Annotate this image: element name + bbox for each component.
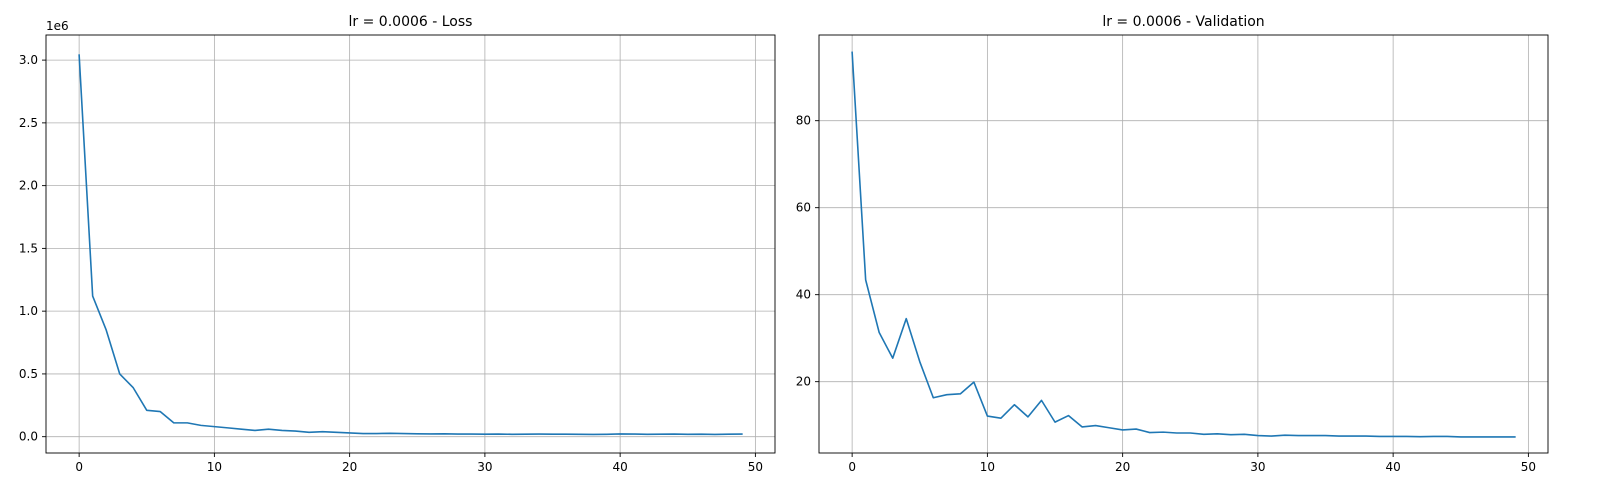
- validation-chart: lr = 0.0006 - Validation 0 10 20 30 40 50 20 40…: [796, 14, 1549, 474]
- loss-y-tick-label: 1.0: [19, 304, 38, 318]
- validation-y-tick-label: 60: [796, 201, 811, 215]
- loss-y-tick-label: 1.5: [19, 241, 38, 255]
- loss-chart-offset-text: 1e6: [46, 19, 69, 33]
- validation-x-tick-label: 40: [1385, 460, 1400, 474]
- loss-x-tick-label: 20: [342, 460, 357, 474]
- loss-y-tick-label: 3.0: [19, 53, 38, 67]
- loss-y-tick-label: 2.0: [19, 179, 38, 193]
- loss-x-tick-label: 40: [612, 460, 627, 474]
- validation-x-tick-label: 10: [980, 460, 995, 474]
- loss-y-tick-label: 2.5: [19, 116, 38, 130]
- validation-y-tick-label: 20: [796, 375, 811, 389]
- loss-x-tick-label: 10: [207, 460, 222, 474]
- validation-y-tick-label: 80: [796, 114, 811, 128]
- validation-x-tick-label: 30: [1250, 460, 1265, 474]
- loss-grid: [46, 35, 775, 453]
- validation-x-tick-label: 0: [848, 460, 856, 474]
- loss-x-tick-label: 0: [75, 460, 83, 474]
- validation-series-line: [851, 51, 1516, 438]
- loss-series-line: [78, 54, 743, 436]
- loss-chart: lr = 0.0006 - Loss 1e6 0 10 20 30 40 50 0.0 0.5…: [19, 14, 776, 474]
- validation-grid: [819, 35, 1548, 453]
- validation-x-tick-label: 50: [1521, 460, 1536, 474]
- loss-chart-title: lr = 0.0006 - Loss: [349, 14, 473, 30]
- loss-y-tick-label: 0.0: [19, 430, 38, 444]
- validation-y-tick-label: 40: [796, 288, 811, 302]
- validation-chart-title: lr = 0.0006 - Validation: [1102, 14, 1264, 30]
- loss-x-tick-label: 30: [477, 460, 492, 474]
- loss-axes-frame: [45, 34, 776, 454]
- loss-x-tick-label: 50: [748, 460, 763, 474]
- loss-y-tick-label: 0.5: [19, 367, 38, 381]
- validation-axes-frame: [818, 34, 1549, 454]
- validation-x-tick-label: 20: [1115, 460, 1130, 474]
